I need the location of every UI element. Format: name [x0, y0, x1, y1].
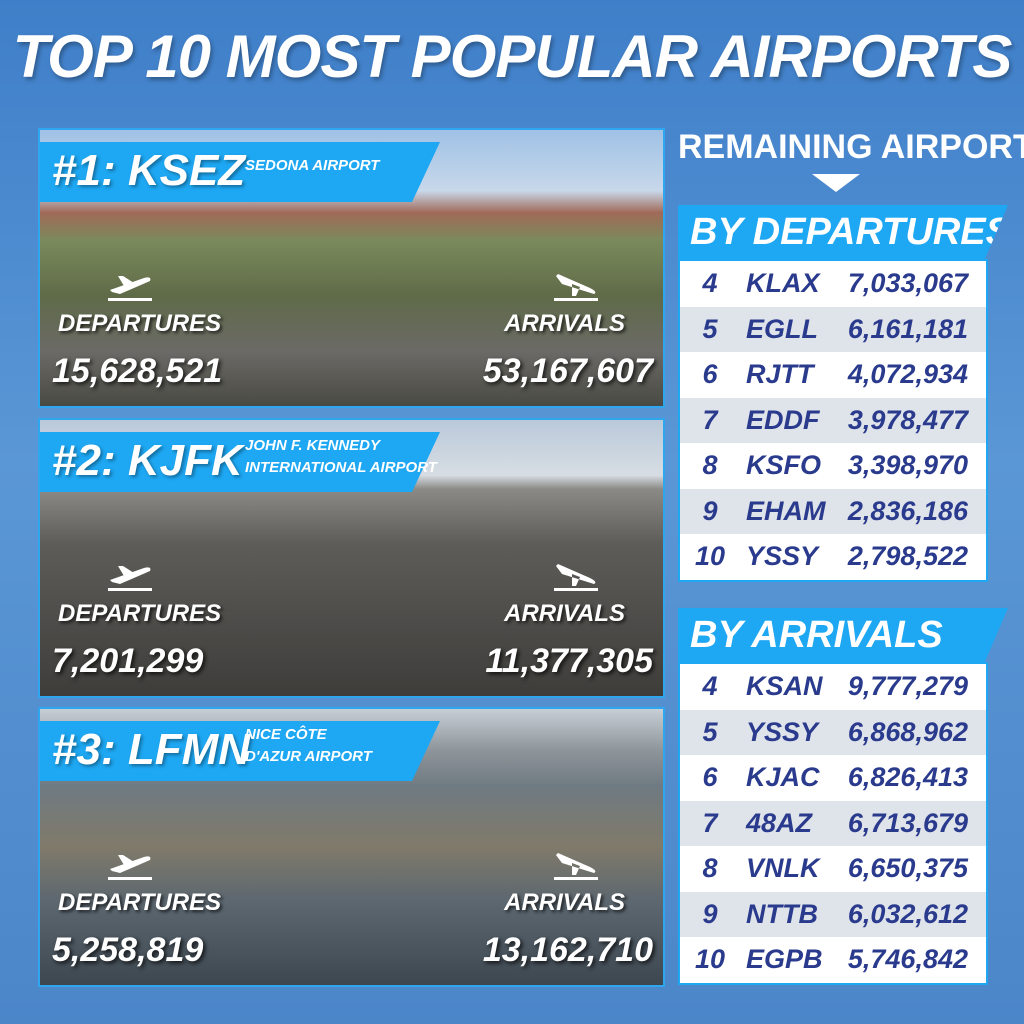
departure-icon [108, 276, 152, 301]
arrivals-label: ARRIVALS [504, 889, 625, 916]
code-cell: KSAN [746, 671, 823, 701]
departure-icon [108, 566, 152, 591]
rank-cell: 4 [702, 268, 718, 298]
code-cell: KJAC [746, 762, 820, 792]
table-title: BY DEPARTURES [690, 211, 1011, 253]
count-cell: 6,868,962 [847, 716, 968, 747]
rank-cell: 6 [702, 359, 718, 389]
rank-cell: 9 [702, 898, 718, 929]
count-cell: 6,826,413 [847, 762, 968, 792]
table-row: 9 NTTB 6,032,612 [680, 891, 986, 937]
arrivals-value: 53,167,607 [482, 352, 653, 390]
code-cell: KSFO [746, 450, 822, 480]
code-cell: NTTB [746, 898, 818, 929]
airport-card: #1: KSEZ SEDONA AIRPORT DEPARTURES 15,628,5… [38, 128, 665, 408]
departures-label: DEPARTURES [58, 600, 222, 627]
count-cell: 6,650,375 [847, 853, 968, 883]
arrivals-label: ARRIVALS [504, 600, 625, 627]
rank-cell: 4 [702, 671, 718, 701]
table-row: 10 YSSY 2,798,522 [680, 534, 986, 580]
table-row: 8 VNLK 6,650,375 [680, 846, 986, 892]
rank: #2: KJFK [52, 436, 243, 485]
count-cell: 2,798,522 [847, 541, 968, 571]
rank-cell: 9 [702, 495, 718, 526]
code-cell: YSSY [746, 541, 819, 571]
departures-value: 7,201,299 [52, 642, 204, 680]
count-cell: 6,161,181 [847, 313, 968, 344]
departures-label: DEPARTURES [58, 310, 222, 337]
rank-band [40, 142, 440, 202]
code-cell: EHAM [746, 495, 826, 526]
airport-card: #3: LFMN NICE CÔTE D'AZUR AIRPORT DEPARTURE… [38, 707, 665, 987]
code-cell: EDDF [746, 404, 820, 435]
rank: #1: KSEZ [52, 146, 246, 195]
code-cell: EGLL [746, 313, 818, 344]
code-cell: YSSY [746, 716, 819, 747]
count-cell: 6,032,612 [847, 898, 968, 929]
departure-icon [108, 855, 152, 880]
rank-cell: 5 [702, 716, 718, 747]
remaining-title: REMAINING AIRPORTS [678, 128, 1024, 166]
code-cell: RJTT [746, 359, 814, 389]
table-row: 5 EGLL 6,161,181 [680, 306, 986, 352]
rank: #3: LFMN [52, 725, 250, 774]
rank-cell: 8 [702, 450, 718, 480]
rank-cell: 7 [702, 404, 718, 435]
table-row: 6 RJTT 4,072,934 [680, 352, 986, 398]
arrival-icon [554, 853, 598, 880]
table-title: BY ARRIVALS [690, 614, 943, 656]
rank-cell: 5 [702, 313, 718, 344]
title: TOP 10 MOST POPULAR AIRPORTS [12, 23, 1013, 90]
rank-cell: 7 [702, 807, 718, 838]
count-cell: 4,072,934 [847, 359, 968, 389]
code-cell: VNLK [746, 853, 820, 883]
airport-name: D'AZUR AIRPORT [245, 748, 372, 765]
arrivals-label: ARRIVALS [504, 310, 625, 337]
table-rows: 4 KSAN 9,777,279 5 YSSY 6,868,962 6 KJAC 6,826,4… [678, 662, 988, 985]
airport-name: NICE CÔTE [245, 726, 327, 743]
table-row: 10 EGPB 5,746,842 [680, 937, 986, 983]
table-row: 8 KSFO 3,398,970 [680, 443, 986, 489]
departures-value: 15,628,521 [52, 352, 223, 390]
code-cell: EGPB [746, 944, 823, 974]
count-cell: 7,033,067 [847, 268, 968, 298]
table-row: 5 YSSY 6,868,962 [680, 709, 986, 755]
count-cell: 3,398,970 [847, 450, 968, 480]
table-rows: 4 KLAX 7,033,067 5 EGLL 6,161,181 6 RJTT 4,072,9… [678, 259, 988, 582]
rank-cell: 6 [702, 762, 718, 792]
airport-card: #2: KJFK JOHN F. KENNEDY INTERNATIONAL AIR… [38, 418, 665, 698]
arrivals-value: 13,162,710 [482, 931, 653, 969]
table-row: 4 KLAX 7,033,067 [680, 261, 986, 307]
count-cell: 6,713,679 [847, 807, 968, 838]
departures-value: 5,258,819 [52, 931, 204, 969]
airport-name: JOHN F. KENNEDY [245, 437, 381, 454]
rank-cell: 10 [694, 944, 726, 974]
count-cell: 5,746,842 [847, 944, 968, 974]
table-row: 9 EHAM 2,836,186 [680, 488, 986, 534]
arrivals-value: 11,377,305 [485, 642, 653, 680]
rank-band [40, 721, 440, 781]
table-header: BY ARRIVALS [678, 608, 1008, 662]
table-row: 4 KSAN 9,777,279 [680, 664, 986, 710]
code-cell: 48AZ [746, 807, 813, 838]
departures-label: DEPARTURES [58, 889, 222, 916]
rank-band [40, 432, 440, 492]
arrival-icon [554, 564, 598, 591]
count-cell: 3,978,477 [847, 404, 968, 435]
table-row: 6 KJAC 6,826,413 [680, 755, 986, 801]
airport-name: INTERNATIONAL AIRPORT [245, 459, 437, 476]
down-arrow [812, 174, 860, 192]
count-cell: 2,836,186 [847, 495, 968, 526]
code-cell: KLAX [746, 268, 820, 298]
airport-name: SEDONA AIRPORT [245, 157, 380, 174]
arrival-icon [554, 274, 598, 301]
table-row: 7 EDDF 3,978,477 [680, 397, 986, 443]
table-row: 7 48AZ 6,713,679 [680, 800, 986, 846]
table-header: BY DEPARTURES [678, 205, 1008, 259]
rank-cell: 8 [702, 853, 718, 883]
count-cell: 9,777,279 [847, 671, 968, 701]
rank-cell: 10 [694, 541, 726, 571]
